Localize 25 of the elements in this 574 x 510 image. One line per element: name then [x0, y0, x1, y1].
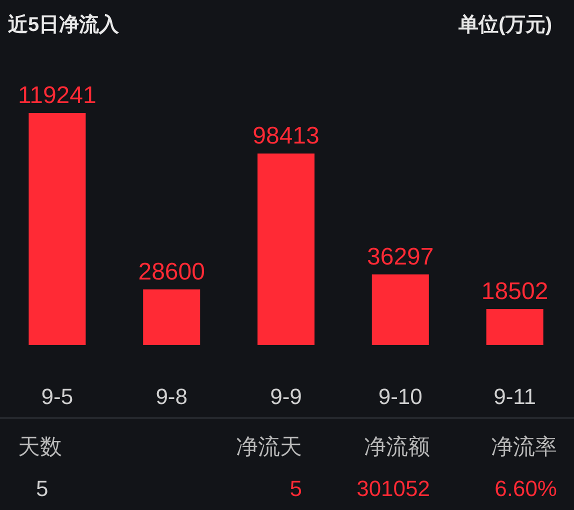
text: 5 — [290, 476, 302, 501]
x-tick-label: 9-5 — [41, 384, 74, 409]
data-label: 28600 — [138, 258, 205, 286]
data-label: 18502 — [481, 278, 548, 305]
text: 净流天 — [236, 434, 302, 459]
x-tick-label: 9-8 — [156, 384, 188, 409]
text: 净流额 — [364, 434, 430, 459]
x-tick-label: 9-9 — [270, 384, 302, 409]
data-label: 119241 — [18, 82, 96, 109]
bar — [258, 154, 314, 345]
bar — [28, 113, 86, 345]
text: 301052 — [356, 476, 430, 501]
bar — [486, 309, 544, 345]
x-tick-label: 9-11 — [494, 384, 536, 409]
text: 天数 — [18, 434, 62, 459]
text: 6.60% — [494, 476, 557, 501]
text: 5 — [36, 476, 48, 501]
data-label: 98413 — [252, 122, 320, 150]
x-tick-label: 9-10 — [378, 384, 422, 409]
bar — [143, 289, 200, 345]
chart-title: 近5日净流入 — [7, 13, 120, 36]
data-label: 36297 — [367, 243, 434, 270]
text: 单位(万元) — [458, 13, 552, 36]
text: 净流率 — [491, 434, 557, 459]
bar — [372, 274, 429, 345]
